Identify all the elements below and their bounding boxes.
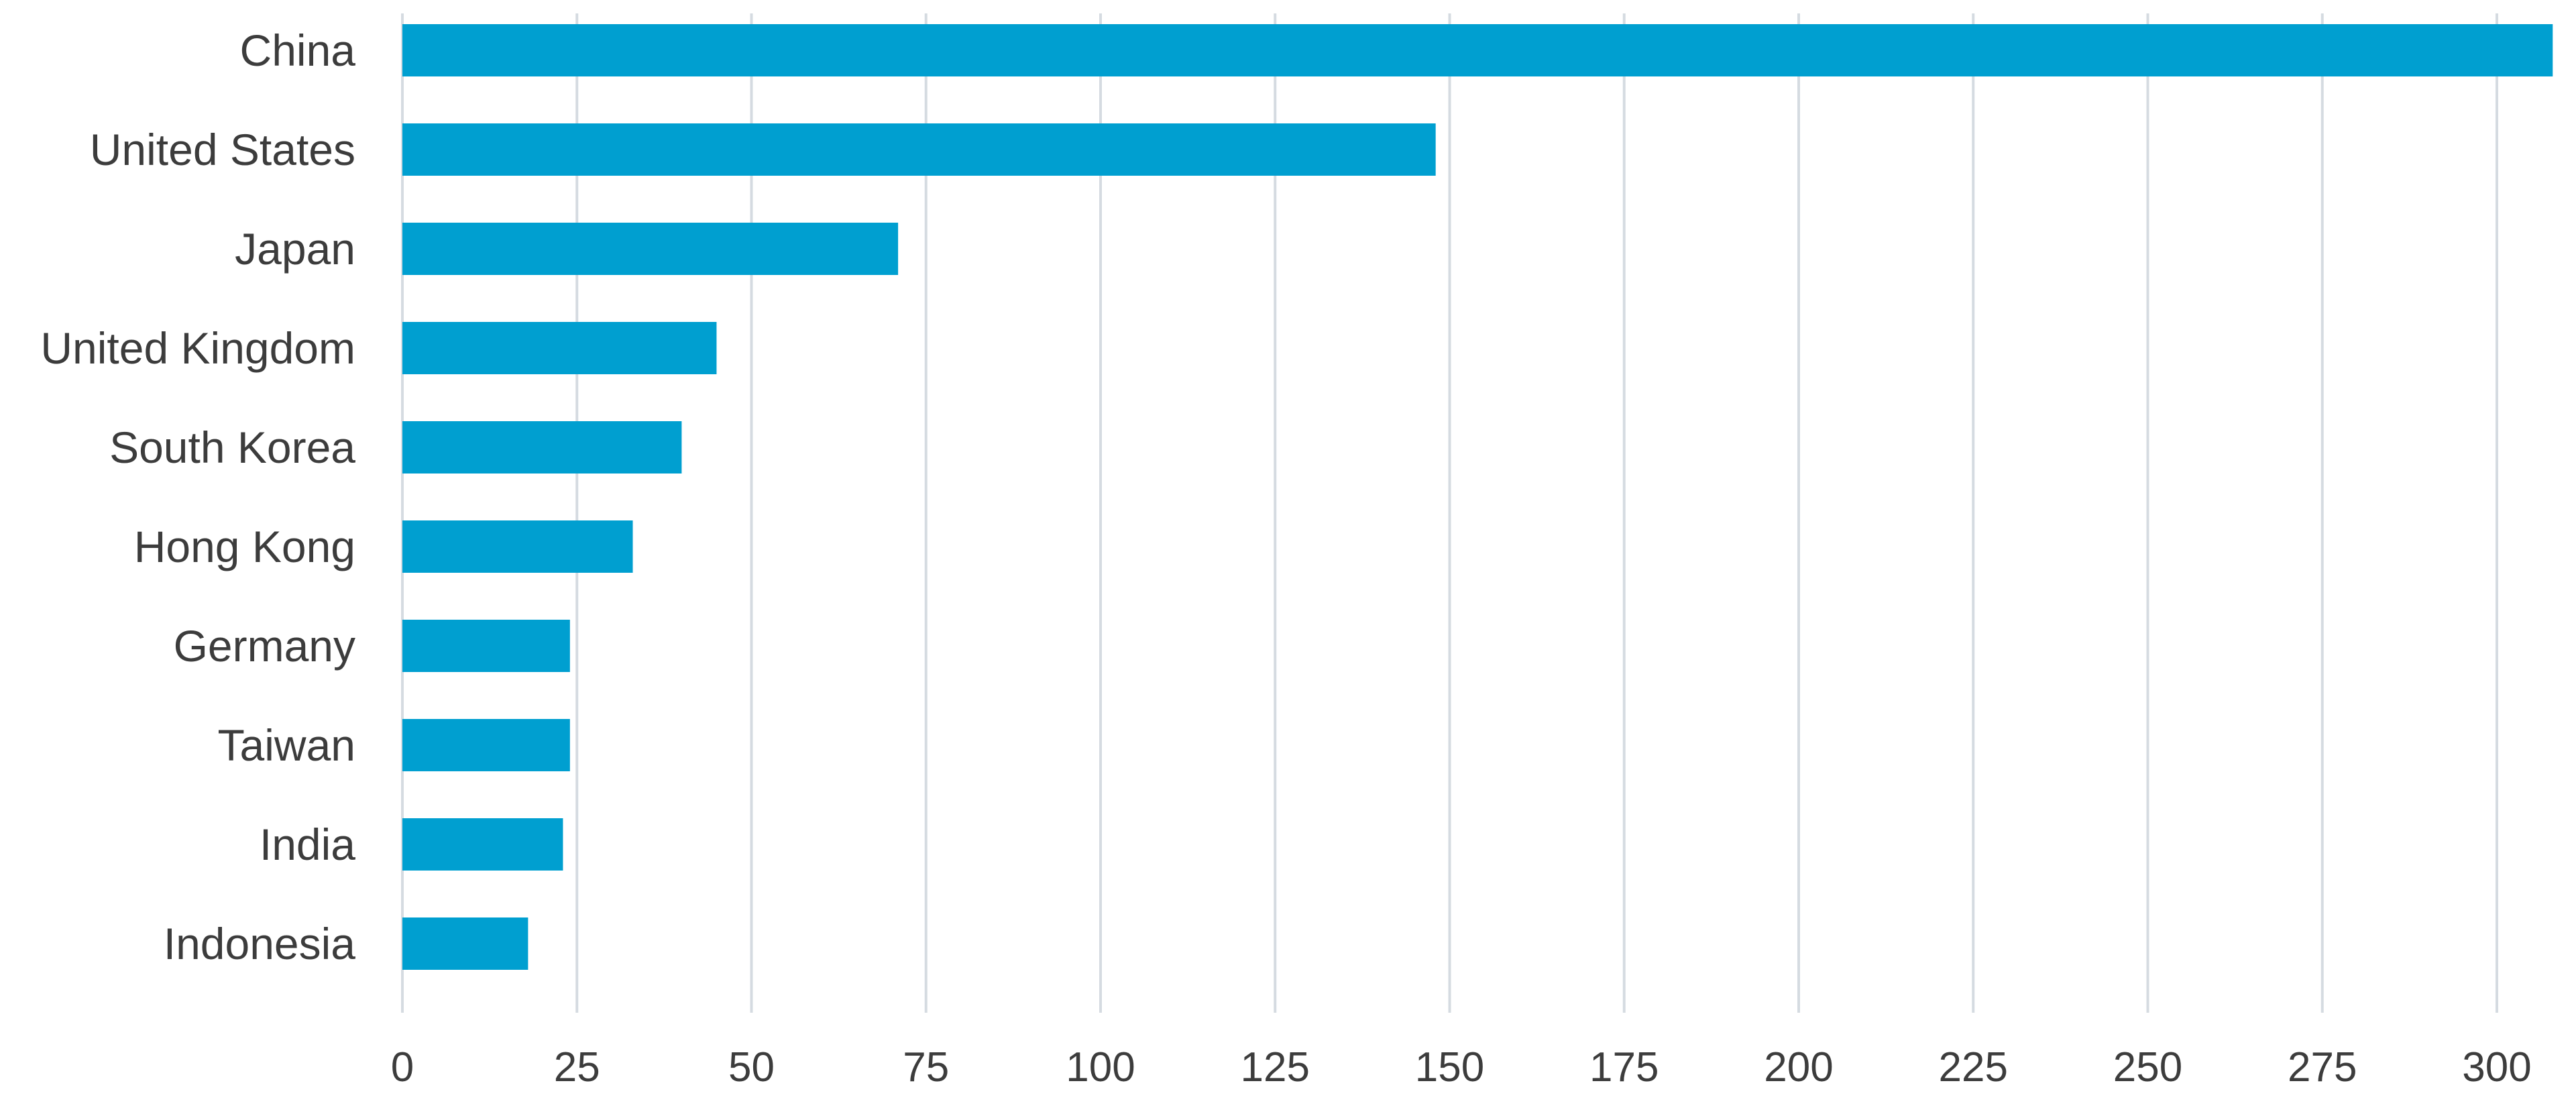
x-tick-label: 125 — [1241, 1044, 1310, 1091]
x-tick-label: 150 — [1415, 1044, 1484, 1091]
category-labels: China United States Japan United Kingdom Sou… — [40, 25, 355, 968]
bar-india — [402, 818, 563, 871]
gridlines — [401, 13, 2498, 1013]
bar-united-kingdom — [402, 322, 717, 374]
category-label: United States — [90, 125, 355, 174]
x-tick-label: 175 — [1589, 1044, 1659, 1091]
x-tick-label: 100 — [1066, 1044, 1135, 1091]
category-label: Japan — [235, 224, 355, 274]
bar-germany — [402, 620, 570, 672]
category-label: South Korea — [109, 423, 355, 472]
bars — [402, 24, 2553, 970]
bar-hong-kong — [402, 520, 633, 573]
category-label: United Kingdom — [40, 323, 355, 373]
x-tick-label: 50 — [728, 1044, 775, 1091]
bar-indonesia — [402, 917, 528, 970]
category-label: Germany — [174, 621, 355, 671]
category-label: Taiwan — [218, 720, 355, 770]
x-tick-label: 25 — [554, 1044, 600, 1091]
category-label: China — [240, 25, 356, 75]
category-label: Indonesia — [164, 919, 356, 968]
x-tick-label: 225 — [1939, 1044, 2008, 1091]
category-label: Hong Kong — [134, 522, 355, 571]
category-label: India — [260, 820, 355, 869]
x-tick-label: 0 — [391, 1044, 414, 1091]
x-tick-label: 250 — [2113, 1044, 2182, 1091]
bar-taiwan — [402, 719, 570, 771]
x-tick-label: 200 — [1764, 1044, 1833, 1091]
bar-china — [402, 24, 2553, 76]
x-tick-label: 300 — [2462, 1044, 2531, 1091]
bar-south-korea — [402, 421, 682, 474]
x-axis-tick-labels: 0 25 50 75 100 125 150 175 200 225 250 275 300 — [391, 1044, 2532, 1091]
x-tick-label: 275 — [2288, 1044, 2357, 1091]
bar-japan — [402, 223, 899, 275]
x-tick-label: 75 — [903, 1044, 949, 1091]
bar-united-states — [402, 123, 1436, 176]
